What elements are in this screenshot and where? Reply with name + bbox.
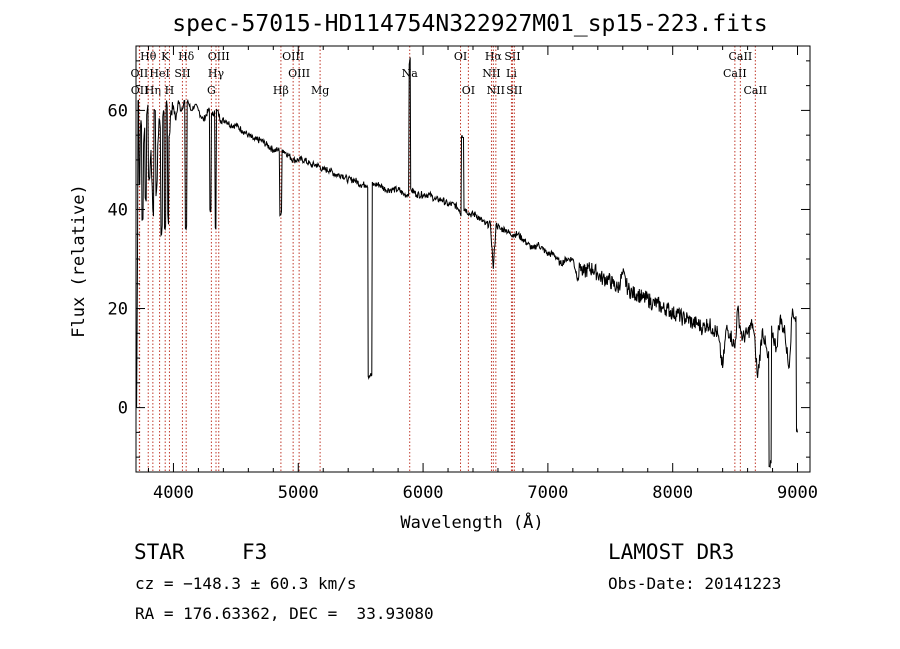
spectrum-line [136,57,798,469]
spectral-line-label: K [161,50,170,63]
x-tick-label: 7000 [527,483,568,503]
y-tick-label: 0 [118,399,128,419]
coordinates-readout: RA = 176.63362, DEC = 33.93080 [135,604,434,623]
spectral-line-label: SII [174,67,190,80]
spectral-line-label: Hδ [178,50,195,63]
y-tick-label: 40 [108,200,128,220]
object-class: STAR [134,540,185,564]
x-tick-label: 8000 [652,483,693,503]
spectral-line-label: OII [131,84,149,97]
spectral-line-label: OIII [208,50,230,63]
x-axis-label: Wavelength (Å) [400,511,543,533]
spectral-line-label: SII [506,84,522,97]
spectral-line-label: Hβ [273,84,289,97]
velocity-readout: cz = −148.3 ± 60.3 km/s [135,574,357,593]
x-tick-label: 4000 [153,483,194,503]
spectral-line-label: CaII [723,67,747,80]
plot-frame [135,45,811,473]
spectral-line-label: OI [454,50,467,63]
spectral-line-label: Li [506,67,517,80]
y-tick-label: 60 [108,101,128,121]
y-axis-label: Flux (relative) [69,184,89,338]
spectral-line-label: H [165,84,175,97]
spectral-line-label: OI [462,84,475,97]
x-tick-label: 9000 [777,483,818,503]
spectral-line-label: Hη [145,84,161,97]
spectral-line-label: OII [131,67,149,80]
spectral-line-label: G [207,84,216,97]
spectral-line-label: Hγ [208,67,225,80]
spectral-line-label: HeI [149,67,169,80]
series-layer [136,57,798,469]
spectral-line-label: Mg [311,84,329,97]
spectral-line-label: Hα [485,50,503,63]
y-tick-label: 20 [108,300,128,320]
spectral-line-label: NII [487,84,505,97]
obs-date: Obs-Date: 20141223 [608,574,782,593]
axis-ticks: 4000 5000 6000 7000 8000 9000 0 20 40 60 [108,46,818,503]
x-tick-label: 6000 [403,483,444,503]
spectral-line-label: NII [482,67,500,80]
survey-name: LAMOST DR3 [608,540,735,564]
chart-title: spec-57015-HD114754N322927M01_sp15-223.f… [172,11,767,37]
spectral-line-label: OIII [282,50,304,63]
x-tick-label: 5000 [278,483,319,503]
spectral-line-label: OIII [288,67,310,80]
object-subclass: F3 [242,540,268,564]
spectral-line-label: CaII [729,50,753,63]
spectral-line-label: SII [504,50,520,63]
spectral-line-label: CaII [743,84,767,97]
spectral-line-label: Hθ [140,50,157,63]
